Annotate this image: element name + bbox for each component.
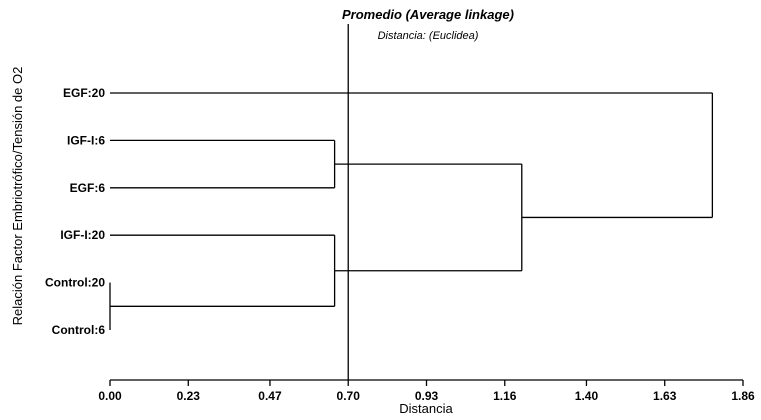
leaf-label: Control:6: [52, 323, 106, 337]
chart-title: Promedio (Average linkage): [342, 7, 514, 22]
x-tick-label: 1.63: [653, 389, 677, 403]
leaf-label: IGF-I:6: [67, 133, 105, 147]
x-tick-label: 0.47: [258, 389, 282, 403]
x-tick-label: 1.86: [731, 389, 755, 403]
x-tick-label: 0.70: [337, 389, 361, 403]
x-tick-label: 1.16: [493, 389, 517, 403]
leaf-label: IGF-I:20: [60, 228, 105, 242]
leaf-label: EGF:20: [63, 86, 105, 100]
x-tick-label: 0.23: [177, 389, 201, 403]
leaf-label: Control:20: [45, 276, 105, 290]
leaf-label: EGF:6: [70, 181, 106, 195]
x-tick-label: 0.00: [98, 389, 122, 403]
x-tick-label: 1.40: [575, 389, 599, 403]
chart-subtitle: Distancia: (Euclidea): [378, 30, 479, 42]
y-axis-label: Relación Factor Embriotrófico/Tensión de…: [10, 67, 25, 326]
dendrogram-layer: 0.00 0.23 0.47 0.70 0.93 1.16 1.40 1.63 1.86 EGF:…: [45, 24, 755, 403]
x-tick-label: 0.93: [415, 389, 439, 403]
x-axis-label: Distancia: [399, 401, 453, 416]
